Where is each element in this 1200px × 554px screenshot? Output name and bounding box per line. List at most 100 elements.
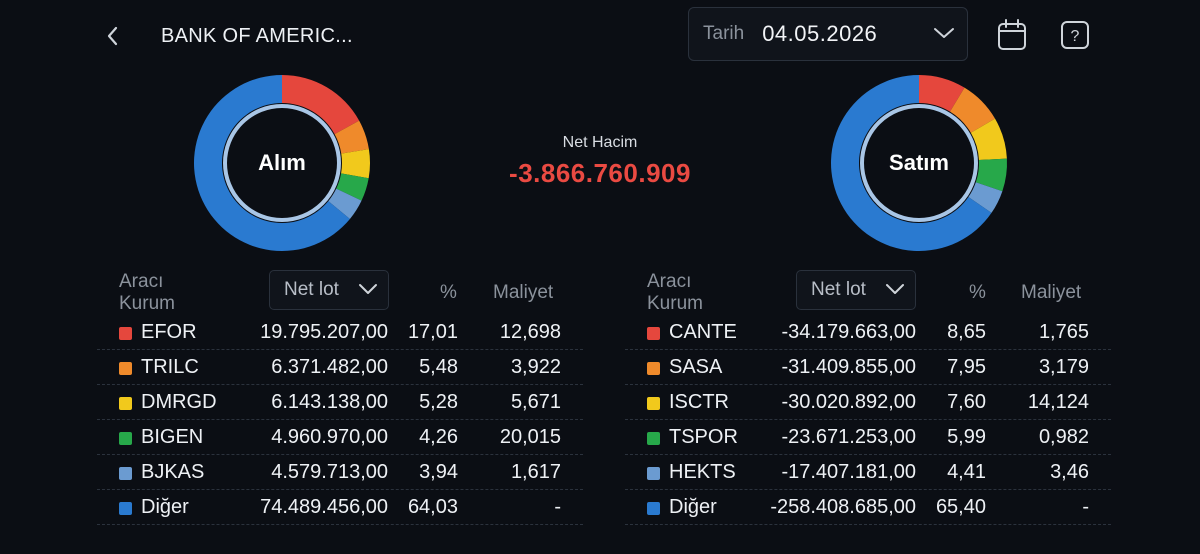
row-divider (97, 454, 583, 455)
percent-value: 8,65 (947, 321, 986, 343)
percent-value: 4,41 (947, 461, 986, 483)
net-lot-value: 4.960.970,00 (271, 426, 388, 448)
chevron-down-icon (886, 284, 904, 294)
buy-lot-select-value: Net lot (284, 279, 339, 300)
legend-swatch (647, 502, 660, 515)
legend-swatch (119, 397, 132, 410)
donut-slice-4 (328, 188, 362, 219)
row-divider (97, 384, 583, 385)
percent-value: 7,95 (947, 356, 986, 378)
cost-value: - (554, 496, 561, 518)
broker-name: CANTE (669, 321, 737, 343)
donut-inner-ring (223, 104, 341, 222)
row-divider (97, 419, 583, 420)
donut-slice-3 (975, 158, 1007, 192)
legend-swatch (647, 467, 660, 480)
row-divider (625, 524, 1111, 525)
legend-swatch (119, 502, 132, 515)
cost-column-header: Maliyet (493, 282, 554, 303)
legend-swatch (119, 467, 132, 480)
percent-value: 3,94 (419, 461, 458, 483)
row-divider (625, 419, 1111, 420)
cost-value: 5,671 (510, 391, 561, 413)
sell-lot-select-value: Net lot (811, 279, 866, 300)
date-picker[interactable]: Tarih 04.05.2026 (688, 7, 968, 61)
back-button[interactable] (98, 20, 128, 52)
donut-slice-5 (194, 75, 350, 251)
broker-name: ISCTR (669, 391, 729, 413)
broker-name: TSPOR (669, 426, 738, 448)
row-divider (97, 489, 583, 490)
pct-column-header: % (440, 282, 457, 303)
broker-name: EFOR (141, 321, 197, 343)
donut-slice-0 (919, 75, 965, 112)
donut-slice-4 (968, 182, 1003, 213)
row-divider (97, 349, 583, 350)
net-volume-label: Net Hacim (562, 134, 638, 151)
chevron-left-icon (107, 26, 118, 46)
legend-swatch (647, 327, 660, 340)
percent-value: 4,26 (419, 426, 458, 448)
legend-swatch (119, 327, 132, 340)
donut-slice-5 (831, 75, 992, 251)
net-lot-value: -31.409.855,00 (781, 356, 916, 378)
percent-value: 5,28 (419, 391, 458, 413)
broker-name: BJKAS (141, 461, 205, 483)
chevron-down-icon (934, 28, 954, 38)
donut-slice-3 (336, 173, 369, 201)
cost-column-header: Maliyet (1021, 282, 1082, 303)
calendar-button[interactable] (996, 18, 1028, 52)
help-icon: ? (1061, 21, 1089, 49)
percent-value: 7,60 (947, 391, 986, 413)
cost-value: 3,46 (1050, 461, 1089, 483)
row-divider (625, 454, 1111, 455)
cost-value: 1,765 (1038, 321, 1089, 343)
sell-donut-chart: Satım (830, 74, 1008, 252)
broker-name: Diğer (141, 496, 189, 518)
cost-value: 0,982 (1038, 426, 1089, 448)
net-lot-value: -34.179.663,00 (781, 321, 916, 343)
cost-value: 1,617 (510, 461, 561, 483)
row-divider (625, 384, 1111, 385)
legend-swatch (647, 432, 660, 445)
row-divider (97, 524, 583, 525)
page-title: BANK OF AMERIC... (161, 25, 353, 47)
legend-swatch (647, 397, 660, 410)
sell-donut-title: Satım (889, 150, 949, 175)
net-volume-value: -3.866.760.909 (509, 158, 691, 188)
donut-slice-1 (334, 120, 369, 154)
broker-name: BIGEN (141, 426, 204, 448)
broker-column-header: Aracı Kurum (647, 271, 703, 314)
net-lot-value: 6.143.138,00 (271, 391, 388, 413)
broker-name: DMRGD (141, 391, 217, 413)
sell-lot-select[interactable]: Net lot (796, 270, 916, 310)
broker-column-header: Aracı Kurum (119, 271, 175, 314)
donut-inner-ring (860, 104, 978, 222)
donut-slice-1 (950, 87, 996, 133)
date-label: Tarih (703, 23, 745, 44)
donut-slice-2 (970, 118, 1007, 160)
calendar-icon (998, 19, 1026, 50)
legend-swatch (119, 362, 132, 375)
net-lot-value: -30.020.892,00 (781, 391, 916, 413)
row-divider (625, 489, 1111, 490)
cost-value: 3,922 (510, 356, 561, 378)
donut-slice-0 (282, 75, 360, 135)
help-button[interactable]: ? (1059, 18, 1091, 52)
percent-value: 5,99 (947, 426, 986, 448)
buy-lot-select[interactable]: Net lot (269, 270, 389, 310)
donut-slice-2 (341, 149, 370, 179)
cost-value: 3,179 (1038, 356, 1089, 378)
net-lot-value: -17.407.181,00 (781, 461, 916, 483)
broker-name: TRILC (141, 356, 199, 378)
cost-value: 14,124 (1027, 391, 1089, 413)
net-lot-value: -23.671.253,00 (781, 426, 916, 448)
cost-value: 20,015 (499, 426, 561, 448)
legend-swatch (119, 432, 132, 445)
broker-name: HEKTS (669, 461, 736, 483)
svg-text:?: ? (1071, 28, 1080, 45)
broker-name: SASA (669, 356, 723, 378)
net-lot-value: 74.489.456,00 (260, 496, 388, 518)
cost-value: - (1082, 496, 1089, 518)
percent-value: 65,40 (935, 496, 986, 518)
